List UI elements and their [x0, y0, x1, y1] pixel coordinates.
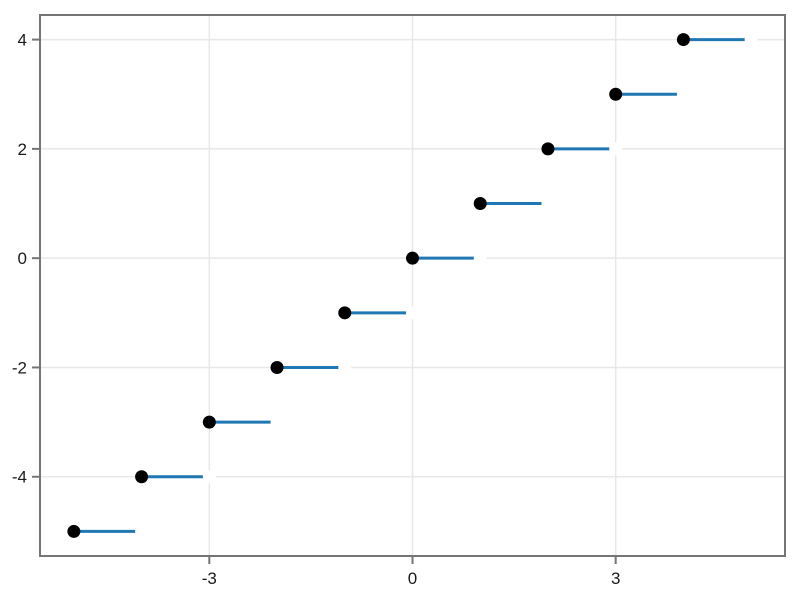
data-point — [270, 360, 284, 374]
data-point — [541, 142, 555, 156]
data-point — [473, 197, 487, 211]
open-marker — [202, 470, 216, 484]
data-point — [67, 524, 81, 538]
data-point — [338, 306, 352, 320]
open-marker — [406, 306, 419, 320]
open-marker — [676, 87, 690, 101]
y-tick-label: 2 — [18, 140, 27, 159]
data-point — [609, 87, 623, 101]
x-axis: -3 0 3 — [202, 557, 620, 588]
y-tick-label: 4 — [18, 31, 27, 50]
x-tick-label: -3 — [202, 569, 217, 588]
open-marker — [541, 197, 555, 211]
open-marker — [135, 524, 149, 538]
data-point — [406, 251, 419, 265]
open-marker — [744, 33, 758, 47]
open-marker — [270, 415, 284, 429]
data-point — [202, 415, 216, 429]
data-point — [676, 33, 690, 47]
series-segments — [73, 38, 752, 533]
y-tick-label: -2 — [12, 358, 27, 377]
open-marker — [609, 142, 623, 156]
closed-markers — [67, 33, 690, 538]
open-markers — [135, 33, 758, 538]
y-tick-label: 0 — [18, 249, 27, 268]
axis-frame — [39, 14, 786, 557]
x-tick-label: 3 — [611, 569, 620, 588]
x-tick-label: 0 — [408, 569, 417, 588]
y-axis: -4 -2 0 2 4 — [12, 31, 39, 487]
data-point — [135, 470, 149, 484]
open-marker — [473, 251, 487, 265]
y-tick-label: -4 — [12, 468, 27, 487]
open-marker — [338, 360, 352, 374]
